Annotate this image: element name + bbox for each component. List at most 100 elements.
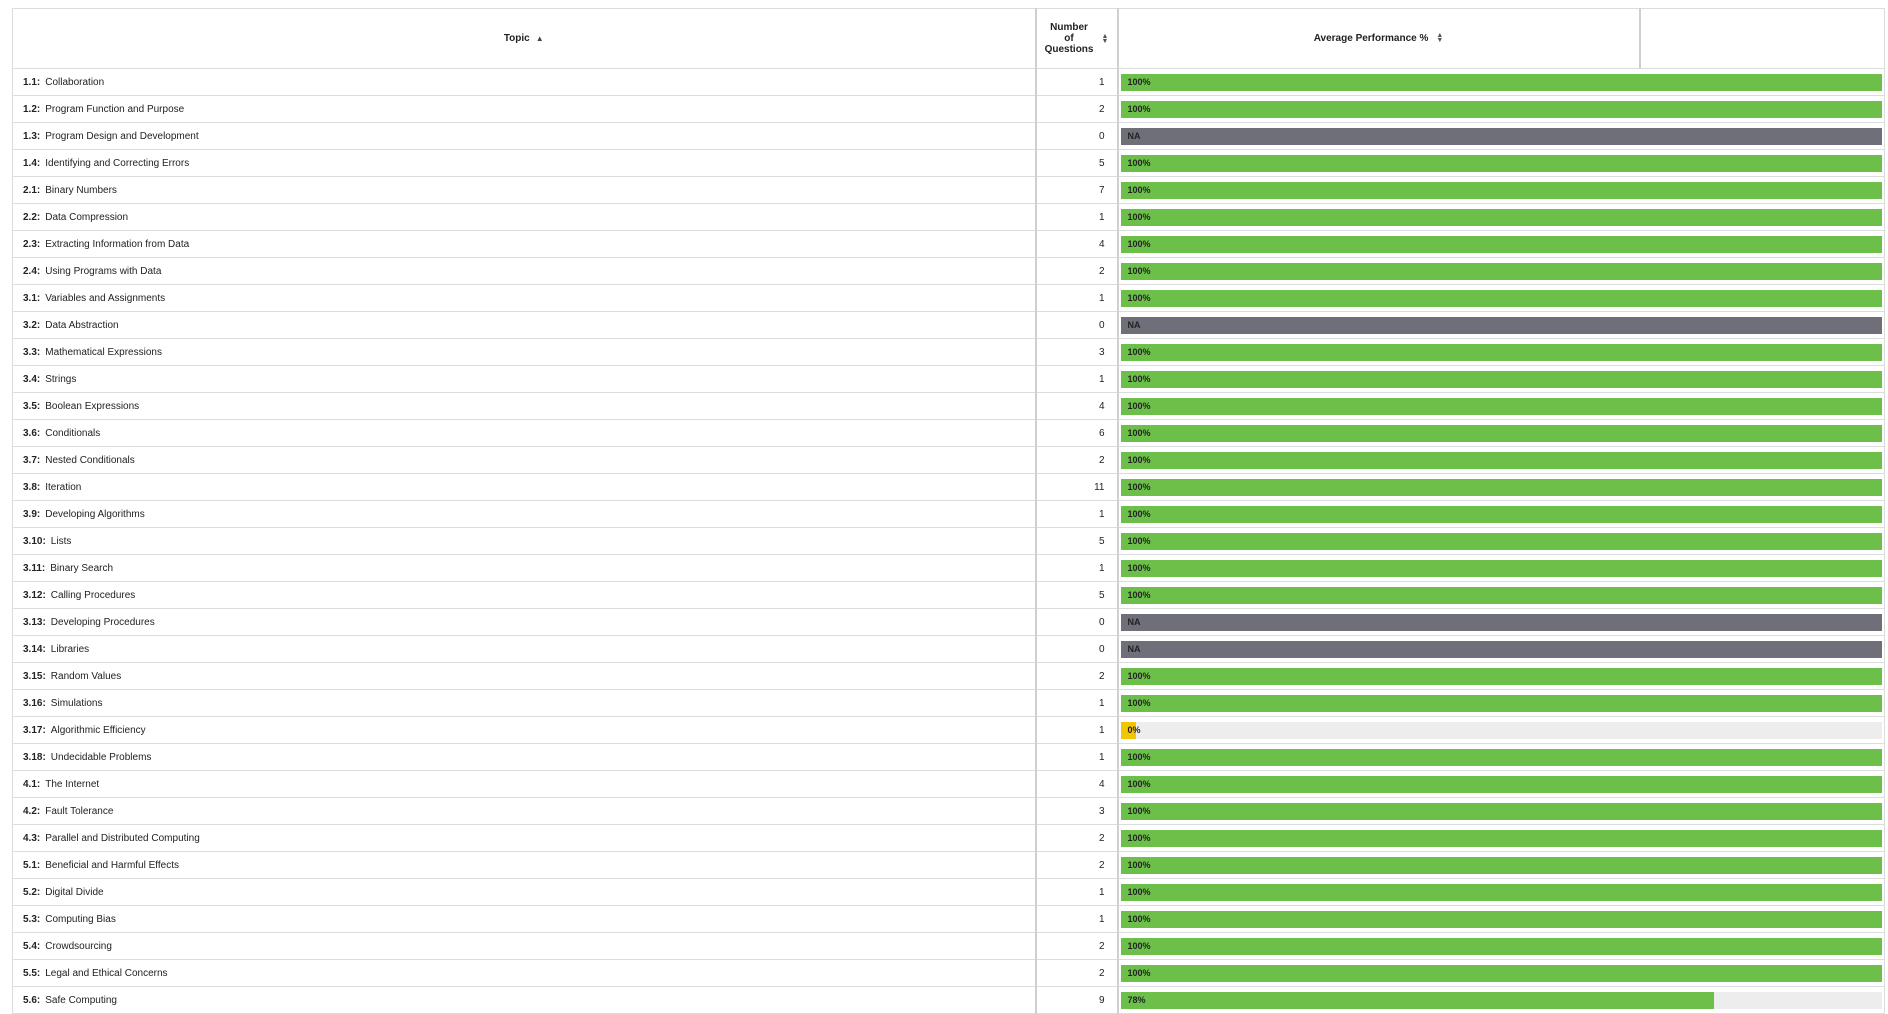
- topic-code: 3.2:: [23, 319, 41, 331]
- topic-cell: 3.10: Lists: [12, 527, 1037, 555]
- topic-cell: 1.1: Collaboration: [12, 68, 1037, 96]
- performance-cell: 100%: [1117, 527, 1885, 555]
- topic-cell: 1.3: Program Design and Development: [12, 122, 1037, 150]
- performance-value: 100%: [1127, 778, 1151, 789]
- performance-bar-fill: [1120, 235, 1882, 253]
- sort-toggle-icon[interactable]: ▲ ▼: [1436, 32, 1444, 45]
- table-row: 5.1: Beneficial and Harmful Effects 2 100%: [12, 851, 1885, 879]
- performance-bar-fill: [1120, 721, 1136, 739]
- question-count: 0: [1035, 635, 1119, 663]
- performance-bar-fill: [1120, 451, 1882, 469]
- question-count: 3: [1035, 797, 1119, 825]
- topic-cell: 3.9: Developing Algorithms: [12, 500, 1037, 528]
- question-count: 2: [1035, 95, 1119, 123]
- performance-value: 100%: [1127, 913, 1151, 924]
- topic-cell: 3.7: Nested Conditionals: [12, 446, 1037, 474]
- topic-code: 3.10:: [23, 535, 46, 547]
- performance-value: 100%: [1127, 967, 1151, 978]
- topic-cell: 5.6: Safe Computing: [12, 986, 1037, 1014]
- performance-bar-fill: [1120, 640, 1882, 658]
- topic-cell: 4.1: The Internet: [12, 770, 1037, 798]
- topic-name: Conditionals: [45, 427, 101, 439]
- topic-name: Libraries: [50, 643, 90, 655]
- performance-bar: 100%: [1120, 910, 1882, 928]
- table-row: 3.3: Mathematical Expressions 3 100%: [12, 338, 1885, 366]
- topic-name: Extracting Information from Data: [45, 238, 190, 250]
- topic-column-header[interactable]: Topic ▲: [12, 8, 1037, 69]
- performance-cell: 100%: [1117, 662, 1885, 690]
- question-count: 0: [1035, 608, 1119, 636]
- topic-cell: 4.3: Parallel and Distributed Computing: [12, 824, 1037, 852]
- topic-code: 5.5:: [23, 967, 41, 979]
- performance-value: 100%: [1127, 346, 1151, 357]
- performance-value: NA: [1127, 319, 1141, 330]
- topic-cell: 3.15: Random Values: [12, 662, 1037, 690]
- question-count: 5: [1035, 527, 1119, 555]
- performance-bar: 100%: [1120, 667, 1882, 685]
- topic-name: Iteration: [45, 481, 82, 493]
- topic-code: 1.4:: [23, 157, 41, 169]
- performance-bar-fill: [1120, 289, 1882, 307]
- topic-name: Boolean Expressions: [45, 400, 140, 412]
- performance-bar-fill: [1120, 424, 1882, 442]
- performance-bar-fill: [1120, 883, 1882, 901]
- topic-code: 3.14:: [23, 643, 46, 655]
- table-row: 3.18: Undecidable Problems 1 100%: [12, 743, 1885, 771]
- table-row: 3.6: Conditionals 6 100%: [12, 419, 1885, 447]
- table-row: 1.4: Identifying and Correcting Errors 5 10…: [12, 149, 1885, 177]
- question-count: 1: [1035, 905, 1119, 933]
- topic-performance-table: Topic ▲ Number of Questions ▲ ▼ Average Pe…: [12, 8, 1885, 1014]
- count-header-line-1: Number: [1050, 22, 1088, 33]
- performance-bar-fill: [1120, 397, 1882, 415]
- performance-bar: 100%: [1120, 559, 1882, 577]
- performance-cell: 100%: [1117, 500, 1885, 528]
- performance-cell: 100%: [1117, 176, 1885, 204]
- table-row: 3.15: Random Values 2 100%: [12, 662, 1885, 690]
- question-count: 7: [1035, 176, 1119, 204]
- topic-cell: 3.13: Developing Procedures: [12, 608, 1037, 636]
- topic-cell: 4.2: Fault Tolerance: [12, 797, 1037, 825]
- performance-value: 100%: [1127, 481, 1151, 492]
- performance-bar: NA: [1120, 316, 1882, 334]
- performance-column-header[interactable]: Average Performance % ▲ ▼: [1117, 8, 1640, 69]
- topic-cell: 1.2: Program Function and Purpose: [12, 95, 1037, 123]
- question-count-column-header[interactable]: Number of Questions ▲ ▼: [1035, 8, 1119, 69]
- topic-name: Mathematical Expressions: [45, 346, 162, 358]
- table-row: 3.14: Libraries 0 NA: [12, 635, 1885, 663]
- table-row: 3.12: Calling Procedures 5 100%: [12, 581, 1885, 609]
- performance-bar: 100%: [1120, 478, 1882, 496]
- table-row: 5.4: Crowdsourcing 2 100%: [12, 932, 1885, 960]
- topic-code: 2.1:: [23, 184, 41, 196]
- performance-value: 100%: [1127, 751, 1151, 762]
- performance-value: 100%: [1127, 238, 1151, 249]
- topic-name: Parallel and Distributed Computing: [45, 832, 200, 844]
- topic-name: Safe Computing: [45, 994, 117, 1006]
- performance-cell: 100%: [1117, 284, 1885, 312]
- topic-cell: 2.4: Using Programs with Data: [12, 257, 1037, 285]
- performance-value: 100%: [1127, 940, 1151, 951]
- table-row: 2.4: Using Programs with Data 2 100%: [12, 257, 1885, 285]
- sort-ascending-icon[interactable]: ▲: [535, 33, 544, 43]
- performance-cell: 100%: [1117, 230, 1885, 258]
- performance-cell: 100%: [1117, 959, 1885, 987]
- table-row: 4.3: Parallel and Distributed Computing 2 1…: [12, 824, 1885, 852]
- performance-bar: 100%: [1120, 748, 1882, 766]
- question-count: 4: [1035, 392, 1119, 420]
- performance-value: 100%: [1127, 373, 1151, 384]
- topic-cell: 3.12: Calling Procedures: [12, 581, 1037, 609]
- performance-value: 78%: [1127, 994, 1146, 1005]
- performance-value: 100%: [1127, 535, 1151, 546]
- topic-name: Program Design and Development: [45, 130, 199, 142]
- question-count: 1: [1035, 365, 1119, 393]
- performance-bar-fill: [1120, 208, 1882, 226]
- performance-bar: 100%: [1120, 964, 1882, 982]
- topic-cell: 3.11: Binary Search: [12, 554, 1037, 582]
- topic-name: Binary Search: [50, 562, 114, 574]
- question-count: 11: [1035, 473, 1119, 501]
- question-count: 2: [1035, 446, 1119, 474]
- topic-name: Identifying and Correcting Errors: [45, 157, 190, 169]
- topic-cell: 5.2: Digital Divide: [12, 878, 1037, 906]
- sort-toggle-icon[interactable]: ▲ ▼: [1101, 32, 1109, 45]
- performance-bar: 100%: [1120, 775, 1882, 793]
- performance-value: 100%: [1127, 859, 1151, 870]
